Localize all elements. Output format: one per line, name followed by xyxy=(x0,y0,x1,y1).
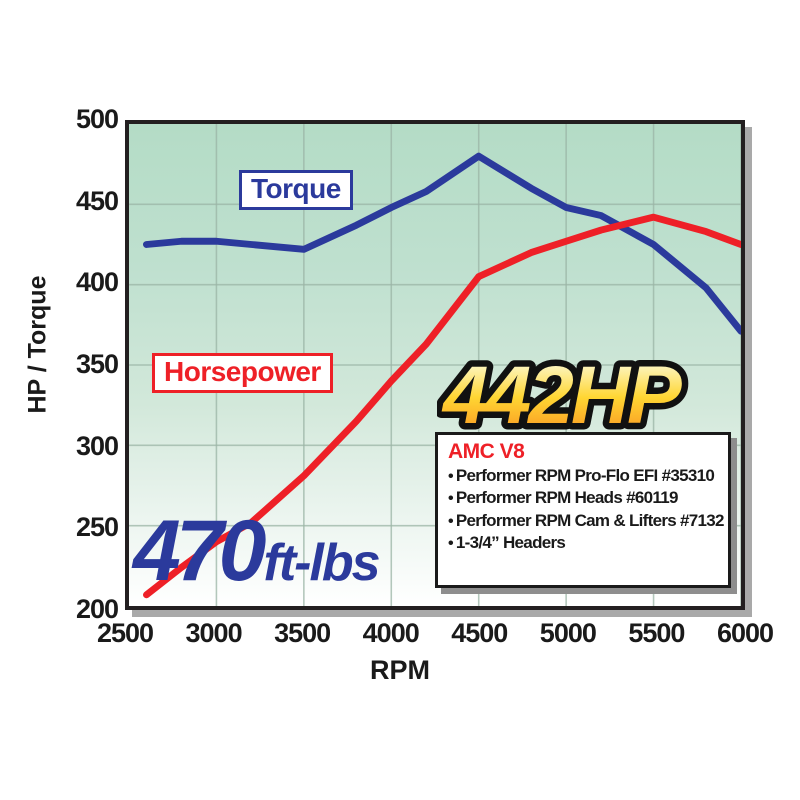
spec-box-item-label: 1-3/4” Headers xyxy=(455,533,566,553)
bullet-icon: • xyxy=(448,490,454,508)
spec-box-title: AMC V8 xyxy=(448,440,525,463)
y-axis-tick-200: 200 xyxy=(75,594,119,624)
spec-box-list: • Performer RPM Pro-Flo EFI #35310 • Perfor… xyxy=(446,465,725,555)
x-axis-tick-5500: 5500 xyxy=(628,618,685,648)
spec-box-item: • Performer RPM Pro-Flo EFI #35310 xyxy=(448,465,720,487)
y-axis-tick-350: 350 xyxy=(75,349,119,379)
y-axis-tick-300: 300 xyxy=(75,430,119,461)
x-axis-title: RPM xyxy=(370,655,430,685)
x-axis-tick-3500: 3500 xyxy=(274,618,331,648)
x-axis-tick-labels: 2500 3000 3500 4000 4500 5000 5500 6000 xyxy=(0,618,800,658)
y-axis-title: HP / Torque xyxy=(23,275,52,414)
bullet-icon: • xyxy=(448,535,454,553)
y-axis-tick-250: 250 xyxy=(75,512,119,543)
x-axis-tick-2500: 2500 xyxy=(96,618,154,648)
spec-box-item: • Performer RPM Cam & Lifters #7132 xyxy=(448,510,725,532)
x-axis-tick-4000: 4000 xyxy=(362,618,420,648)
spec-box-item: • Performer RPM Heads #60119 xyxy=(448,487,720,509)
callout-torque-value: 470 xyxy=(133,503,266,599)
legend-label-horsepower: Horsepower xyxy=(152,353,333,394)
y-axis-tick-450: 450 xyxy=(75,185,119,216)
spec-box-item-label: Performer RPM Heads #60119 xyxy=(455,488,679,508)
legend-label-torque: Torque xyxy=(239,170,353,211)
spec-box-item-label: Performer RPM Cam & Lifters #7132 xyxy=(455,510,725,530)
callout-hp-fill: 442HP xyxy=(441,350,682,441)
y-axis-tick-500: 500 xyxy=(75,104,119,134)
x-axis-tick-5000: 5000 xyxy=(539,618,597,648)
callout-hp-outline: 442HP xyxy=(441,350,682,441)
x-axis-tick-4500: 4500 xyxy=(451,618,508,648)
x-axis-tick-3000: 3000 xyxy=(185,618,243,648)
y-axis-tick-labels: 200 250 300 350 400 450 500 xyxy=(40,0,119,800)
y-axis-tick-400: 400 xyxy=(75,267,119,298)
bullet-icon: • xyxy=(448,512,454,530)
spec-box: AMC V8 • Performer RPM Pro-Flo EFI #35310… xyxy=(435,432,731,588)
spec-box-item-label: Performer RPM Pro-Flo EFI #35310 xyxy=(455,466,715,486)
callout-peak-torque: 470ft-lbs xyxy=(133,508,381,594)
x-axis-tick-6000: 6000 xyxy=(716,618,774,648)
callout-peak-horsepower: 442HP 442HP xyxy=(435,344,757,458)
callout-torque-unit: ft-lbs xyxy=(263,534,381,592)
spec-box-item: • 1-3/4” Headers xyxy=(448,532,720,554)
bullet-icon: • xyxy=(448,468,454,486)
callout-hp-artwork: 442HP 442HP xyxy=(435,344,692,448)
